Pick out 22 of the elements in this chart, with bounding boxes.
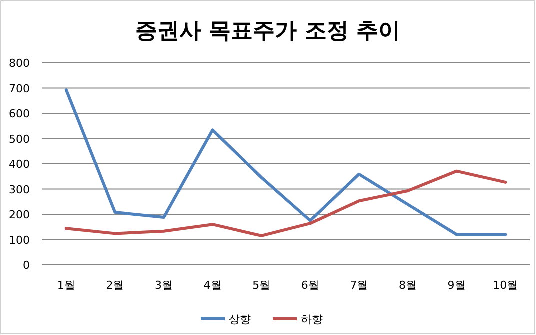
- y-tick-label: 800: [9, 57, 30, 70]
- legend-label: 하향: [301, 313, 323, 326]
- x-tick-label: 7월: [350, 279, 368, 292]
- chart-title: 증권사 목표주가 조정 추이: [136, 19, 400, 44]
- x-tick-label: 2월: [106, 279, 124, 292]
- x-tick-label: 5월: [252, 279, 271, 292]
- x-tick-label: 9월: [448, 279, 466, 292]
- y-tick-label: 200: [9, 208, 30, 222]
- x-tick-label: 8월: [399, 279, 417, 292]
- y-tick-label: 700: [9, 82, 30, 96]
- x-tick-label: 1월: [57, 279, 76, 292]
- x-tick-label: 3월: [155, 279, 173, 292]
- x-tick-label: 10월: [493, 279, 518, 292]
- x-tick-label: 6월: [301, 279, 320, 292]
- x-tick-label: 4월: [204, 279, 222, 292]
- y-tick-label: 500: [9, 132, 30, 146]
- y-tick-label: 0: [23, 259, 30, 272]
- y-tick-label: 300: [9, 183, 30, 196]
- y-tick-label: 100: [9, 234, 30, 247]
- legend-label: 상향: [229, 313, 251, 326]
- y-tick-label: 400: [9, 158, 30, 171]
- y-tick-label: 600: [9, 108, 30, 120]
